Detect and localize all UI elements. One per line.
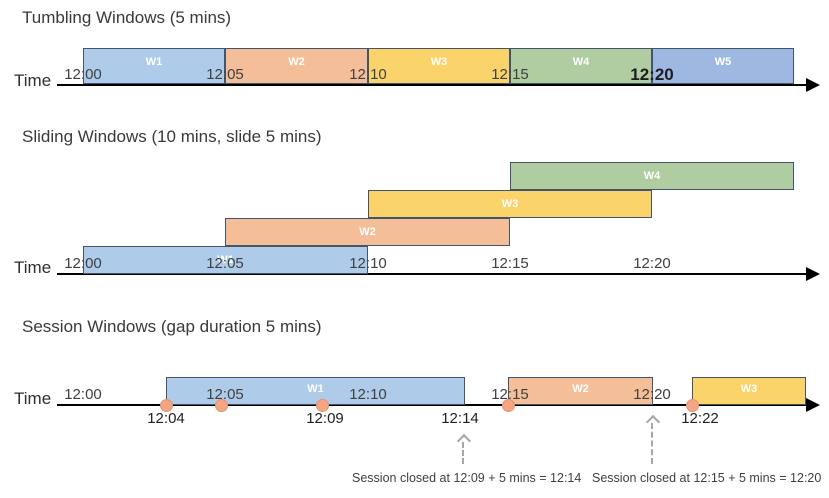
axis-arrowhead-icon bbox=[806, 398, 820, 412]
time-axis-label: Time bbox=[14, 389, 52, 408]
session-closed-annotation: Session closed at 12:09 + 5 mins = 12:14 bbox=[352, 471, 582, 485]
window-label: W4 bbox=[643, 170, 661, 182]
event-time-label: 12:04 bbox=[147, 410, 185, 427]
session-closed-arrow-icon bbox=[645, 414, 661, 464]
window-w4: W4 bbox=[510, 162, 794, 190]
time-axis bbox=[57, 84, 807, 86]
axis-tick: 12:05 bbox=[206, 66, 244, 83]
event-dot bbox=[160, 399, 173, 412]
axis-tick: 12:10 bbox=[349, 386, 387, 403]
axis-tick: 12:15 bbox=[491, 386, 529, 403]
window-w3: W3 bbox=[692, 377, 806, 405]
time-axis bbox=[57, 404, 807, 406]
window-label: W2 bbox=[572, 383, 589, 395]
window-w2: W2 bbox=[225, 218, 510, 246]
window-w3: W3 bbox=[368, 190, 652, 218]
time-axis-label: Time bbox=[14, 258, 52, 277]
sliding-windows-title: Sliding Windows (10 mins, slide 5 mins) bbox=[22, 127, 322, 146]
window-label: W1 bbox=[145, 56, 163, 68]
axis-tick: 12:20 bbox=[630, 65, 674, 84]
axis-tick: 12:05 bbox=[206, 386, 244, 403]
window-w1: W1 bbox=[83, 246, 368, 274]
window-label: W3 bbox=[430, 56, 448, 68]
window-w2: W2 bbox=[508, 377, 653, 405]
session-closed-arrow-icon bbox=[456, 433, 472, 464]
event-time-label: 12:09 bbox=[306, 410, 344, 427]
window-w1: W1 bbox=[83, 48, 225, 84]
dashed-line bbox=[651, 423, 653, 464]
window-label: W2 bbox=[359, 226, 376, 238]
window-label: W4 bbox=[572, 56, 590, 68]
event-dot bbox=[686, 399, 699, 412]
axis-tick: 12:00 bbox=[64, 66, 102, 83]
arrow-up-icon bbox=[645, 414, 661, 430]
window-label: W1 bbox=[307, 383, 324, 395]
event-dot bbox=[502, 399, 515, 412]
axis-arrowhead-icon bbox=[806, 267, 820, 281]
window-w4: W4 bbox=[510, 48, 652, 84]
event-dot bbox=[215, 399, 228, 412]
window-w2: W2 bbox=[225, 48, 368, 84]
axis-tick: 12:20 bbox=[633, 386, 671, 403]
axis-tick: 12:10 bbox=[349, 66, 387, 83]
time-axis-label: Time bbox=[14, 71, 52, 90]
axis-tick: 12:10 bbox=[349, 255, 387, 272]
axis-tick: 12:00 bbox=[64, 386, 102, 403]
window-w3: W3 bbox=[368, 48, 510, 84]
window-label: W1 bbox=[217, 254, 234, 266]
axis-tick: 12:20 bbox=[633, 255, 671, 272]
window-label: W3 bbox=[740, 383, 758, 395]
window-w5: W5 bbox=[652, 48, 794, 84]
window-label: W3 bbox=[501, 198, 519, 210]
axis-tick: 12:15 bbox=[491, 255, 529, 272]
event-time-label: 12:22 bbox=[681, 410, 719, 427]
window-label: W5 bbox=[714, 56, 732, 68]
event-time-label: 12:14 bbox=[441, 410, 479, 427]
event-dot bbox=[316, 399, 329, 412]
session-windows-title: Session Windows (gap duration 5 mins) bbox=[22, 317, 322, 336]
axis-arrowhead-icon bbox=[806, 78, 820, 92]
window-label: W2 bbox=[288, 56, 305, 68]
axis-tick: 12:00 bbox=[64, 255, 102, 272]
axis-tick: 12:15 bbox=[491, 66, 529, 83]
tumbling-windows-title: Tumbling Windows (5 mins) bbox=[22, 8, 232, 27]
axis-tick: 12:05 bbox=[206, 255, 244, 272]
dashed-line bbox=[462, 442, 464, 464]
time-axis bbox=[57, 273, 807, 275]
session-closed-annotation: Session closed at 12:15 + 5 mins = 12:20 bbox=[592, 471, 822, 485]
arrow-up-icon bbox=[456, 433, 472, 449]
